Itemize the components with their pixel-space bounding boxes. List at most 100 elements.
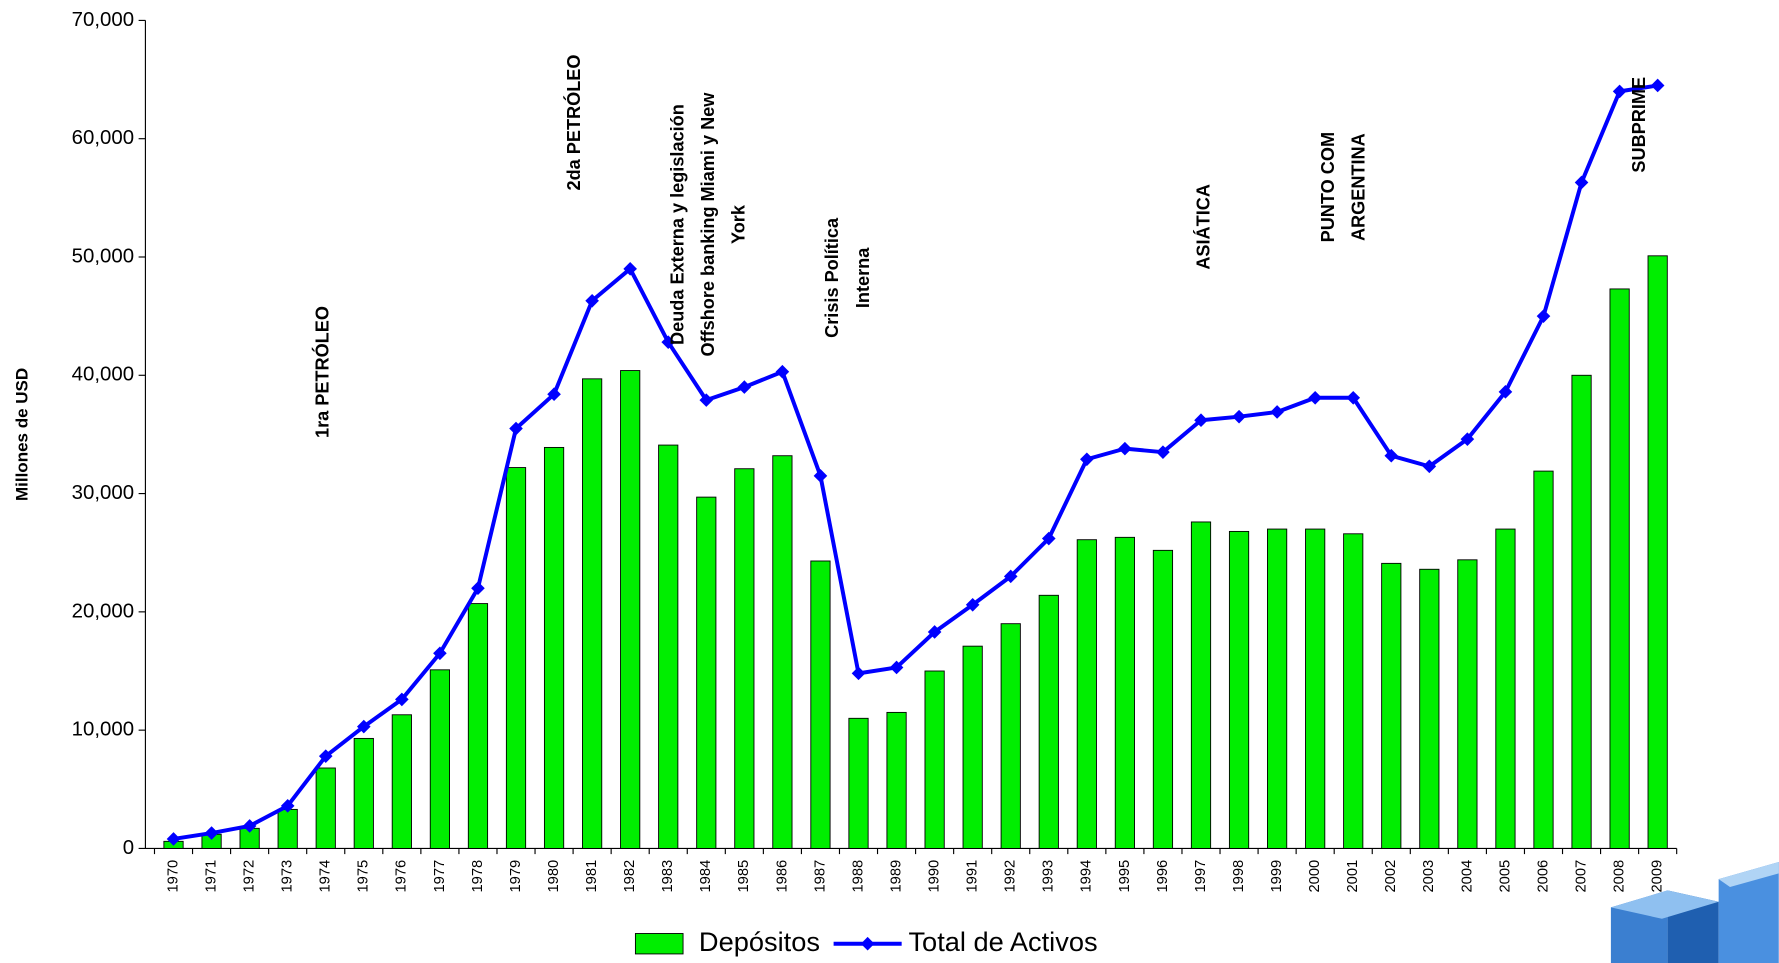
x-tick-label: 1988	[850, 860, 866, 893]
marker	[661, 335, 676, 349]
y-tick-label: 70,000	[72, 9, 134, 31]
marker	[927, 625, 942, 639]
annotation: ARGENTINA	[1348, 133, 1368, 241]
marker	[242, 819, 257, 833]
bar	[1647, 255, 1668, 849]
legend-swatch	[634, 933, 684, 955]
legend-label: Depósitos	[699, 926, 820, 957]
bar	[886, 711, 907, 849]
x-tick-label: 1975	[356, 860, 372, 893]
marker	[775, 364, 790, 379]
x-tick-label: 1996	[1155, 860, 1171, 893]
marker	[1118, 441, 1132, 456]
annotation: York	[729, 204, 749, 244]
marker	[1384, 448, 1399, 463]
y-tick-label: 10,000	[72, 719, 134, 741]
marker	[1080, 452, 1094, 467]
annotation: 2da PETRÓLEO	[563, 55, 584, 191]
bar	[315, 767, 336, 849]
marker	[166, 832, 181, 846]
x-tick-label: 2002	[1383, 860, 1399, 893]
marker	[1041, 531, 1056, 546]
x-tick-label: 2009	[1650, 860, 1666, 893]
x-tick-label: 2000	[1307, 860, 1323, 893]
marker	[318, 749, 333, 763]
bar	[505, 467, 527, 849]
bar	[924, 670, 945, 849]
x-tick-label: 1980	[546, 860, 562, 893]
annotation: 1ra PETRÓLEO	[311, 306, 332, 438]
bar	[1000, 623, 1021, 849]
x-tick-label: 2005	[1497, 860, 1513, 893]
y-tick-label: 20,000	[72, 600, 134, 622]
marker	[547, 387, 561, 402]
x-tick-label: 2007	[1573, 860, 1589, 893]
bar	[848, 717, 869, 849]
x-tick-label: 1977	[432, 860, 448, 893]
marker	[1422, 459, 1437, 474]
bar	[467, 603, 489, 849]
marker	[623, 262, 637, 276]
x-tick-label: 1979	[508, 860, 524, 893]
bar	[353, 737, 374, 849]
x-tick-label: 1995	[1117, 860, 1133, 893]
x-tick-label: 1990	[927, 860, 943, 893]
x-tick-label: 1970	[165, 860, 181, 893]
bar	[391, 714, 412, 849]
bar	[1571, 374, 1592, 849]
bar	[1381, 562, 1402, 849]
y-tick-label: 60,000	[72, 127, 134, 149]
x-tick-label: 1986	[774, 860, 790, 893]
y-axis-label: Millones de USD	[12, 368, 31, 501]
bar	[1305, 528, 1326, 849]
annotation: Offshore banking Miami y New	[698, 92, 718, 357]
marker	[1346, 390, 1361, 405]
x-tick-label: 1984	[698, 860, 714, 893]
annotation: Deuda Externa y legislación	[667, 104, 687, 345]
y-tick-label: 50,000	[72, 245, 134, 267]
bar	[810, 560, 831, 849]
bar	[1114, 536, 1135, 849]
bar	[696, 496, 717, 849]
bar	[543, 446, 565, 849]
x-tick-label: 1993	[1041, 860, 1057, 893]
marker	[1232, 409, 1246, 424]
marker	[356, 719, 371, 734]
marker	[699, 393, 714, 407]
x-tick-label: 1987	[812, 860, 828, 893]
x-tick-label: 1982	[622, 860, 638, 893]
bar	[1190, 521, 1212, 849]
marker	[280, 799, 295, 813]
x-tick-label: 1981	[584, 860, 600, 893]
x-tick-label: 1999	[1269, 860, 1285, 893]
x-tick-label: 1989	[888, 860, 904, 893]
bar	[277, 808, 298, 849]
marker	[965, 597, 980, 612]
x-tick-label: 1991	[965, 860, 981, 893]
x-tick-label: 2001	[1345, 860, 1361, 893]
marker	[1498, 385, 1513, 399]
bar	[1152, 549, 1174, 849]
legend-label: Total de Activos	[908, 926, 1097, 957]
marker	[204, 826, 219, 840]
x-tick-label: 1998	[1231, 860, 1247, 893]
x-tick-label: 1983	[660, 860, 676, 893]
x-tick-label: 2008	[1611, 860, 1627, 893]
legend-marker	[860, 936, 875, 951]
bar	[1609, 288, 1630, 849]
y-tick-label: 0	[123, 837, 134, 859]
marker	[585, 293, 599, 308]
annotation: ASIÁTICA	[1193, 184, 1214, 270]
bar	[1495, 528, 1516, 849]
x-tick-label: 1972	[242, 860, 258, 893]
bar	[658, 444, 679, 849]
marker	[395, 692, 409, 707]
marker	[1003, 569, 1018, 584]
marker	[813, 469, 828, 483]
annotation: PUNTO COM	[1318, 132, 1338, 242]
x-tick-label: 1992	[1003, 860, 1019, 893]
bar	[1343, 533, 1364, 849]
marker	[851, 666, 866, 681]
marker	[433, 646, 447, 661]
